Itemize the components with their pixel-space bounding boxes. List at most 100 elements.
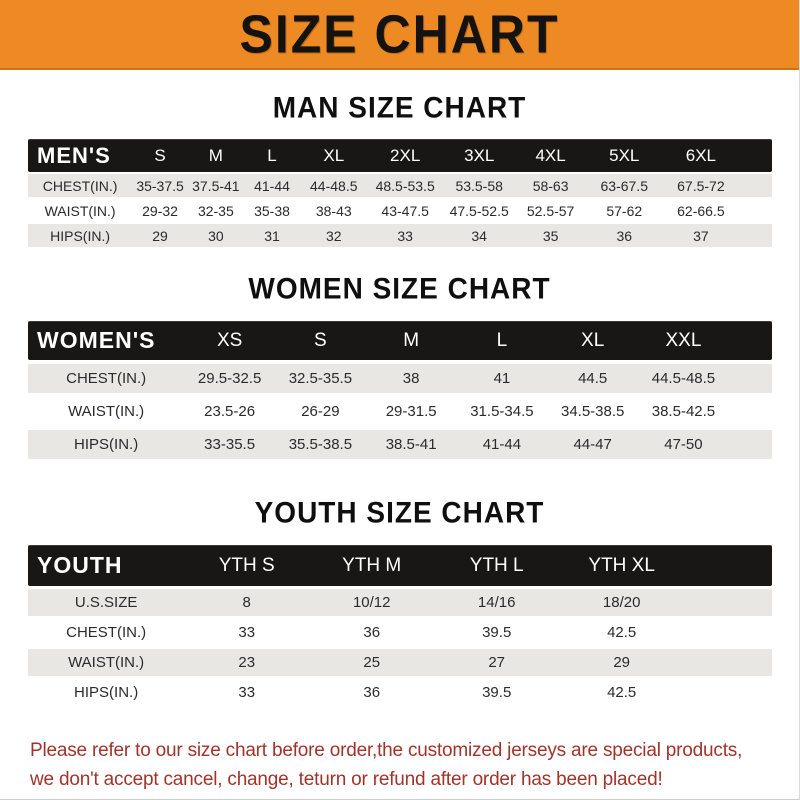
column-header: XL (581, 329, 605, 351)
row-label: WAIST(IN.) (44, 202, 116, 219)
row-label: CHEST(IN.) (66, 370, 147, 387)
size-cell: 18/20 (602, 594, 641, 611)
row-label: CHEST(IN.) (66, 624, 147, 641)
row-label: CHEST(IN.) (42, 177, 118, 194)
size-table-section: YOUTH SIZE CHART YOUTH YTH S YTH M YTH L YTH … (0, 496, 799, 706)
table-corner-label: WOMEN'S (37, 327, 156, 353)
size-cell: 29-32 (142, 202, 178, 219)
size-cell: 38 (402, 370, 420, 387)
size-cell: 8 (242, 594, 251, 611)
size-table: YOUTH YTH S YTH M YTH L YTH XL U.S.SIZE 8 10/12… (28, 545, 772, 706)
size-table-section: WOMEN SIZE CHART WOMEN'S XS S M L XL XXL CHEST(I… (0, 272, 799, 459)
size-cell: 38-43 (315, 202, 352, 219)
size-cell: 32-35 (197, 202, 234, 219)
size-cell: 57-62 (606, 202, 643, 219)
title-banner: SIZE CHART (0, 0, 799, 70)
table-row: WAIST(IN.) 23 25 27 29 (28, 649, 772, 676)
size-cell: 39.5 (482, 684, 512, 701)
main-title: SIZE CHART (239, 3, 560, 65)
size-cell: 52.5-57 (526, 202, 575, 219)
size-cell: 34 (471, 227, 487, 244)
size-cell: 26-29 (301, 403, 340, 420)
size-cell: 67.5-72 (677, 177, 725, 194)
size-cell: 29 (152, 227, 168, 244)
size-cell: 29.5-32.5 (197, 370, 262, 387)
size-cell: 42.5 (607, 624, 637, 641)
disclaimer-line-1: Please refer to our size chart before or… (30, 740, 743, 761)
column-header: XXL (665, 329, 702, 351)
table-row: CHEST(IN.) 33 36 39.5 42.5 (28, 619, 772, 646)
column-header: L (267, 145, 277, 165)
size-cell: 48.5-53.5 (375, 177, 435, 194)
size-cell: 44.5 (578, 370, 608, 387)
table-corner-label: YOUTH (37, 552, 123, 578)
size-cell: 14/16 (477, 594, 516, 611)
column-header: XS (216, 329, 243, 351)
column-header: M (403, 329, 420, 351)
size-cell: 42.5 (607, 684, 637, 701)
row-label: WAIST(IN.) (68, 403, 145, 420)
column-header: 2XL (390, 145, 421, 165)
size-cell: 33 (397, 227, 413, 244)
size-cell: 27 (488, 654, 506, 671)
row-label: HIPS(IN.) (74, 684, 139, 701)
size-cell: 33-35.5 (204, 436, 256, 453)
column-header: S (154, 145, 166, 165)
section-title: WOMEN SIZE CHART (248, 272, 551, 305)
size-cell: 35-37.5 (136, 177, 184, 194)
size-cell: 31 (264, 227, 280, 244)
size-cell: 44-48.5 (310, 177, 358, 194)
size-cell: 32.5-35.5 (288, 370, 353, 387)
table-corner-label: MEN'S (37, 142, 111, 168)
column-header: 6XL (685, 145, 716, 165)
size-cell: 62-66.5 (677, 202, 725, 219)
size-cell: 35-38 (254, 202, 290, 219)
table-row: CHEST(IN.) 35-37.5 37.5-41 41-44 44-48.5 48.5… (28, 174, 772, 197)
column-header: M (208, 145, 223, 165)
size-cell: 25 (363, 654, 381, 671)
column-header: 5XL (609, 145, 640, 165)
table-header-row: WOMEN'S XS S M L XL XXL (28, 321, 772, 360)
row-label: HIPS(IN.) (50, 227, 111, 244)
size-cell: 38.5-42.5 (651, 403, 716, 420)
disclaimer-note: Please refer to our size chart before or… (30, 736, 771, 795)
column-header: 4XL (535, 145, 566, 165)
size-cell: 35 (542, 227, 559, 244)
size-cell: 53.5-58 (455, 177, 503, 194)
size-cell: 41 (493, 370, 511, 387)
column-header: YTH XL (588, 554, 655, 576)
tables-host: MAN SIZE CHART MEN'S S M L XL 2XL 3XL 4XL 5XL 6XL C… (0, 91, 799, 706)
size-table-section: MAN SIZE CHART MEN'S S M L XL 2XL 3XL 4XL 5XL 6XL C… (0, 91, 799, 247)
table-row: CHEST(IN.) 29.5-32.5 32.5-35.5 38 41 44.5 44.5… (28, 364, 772, 393)
table-row: U.S.SIZE 8 10/12 14/16 18/20 (28, 589, 772, 616)
size-cell: 37.5-41 (192, 177, 240, 194)
size-cell: 36 (616, 227, 633, 244)
size-cell: 30 (208, 227, 224, 244)
size-cell: 37 (693, 227, 709, 244)
section-title: YOUTH SIZE CHART (254, 496, 545, 529)
size-cell: 36 (363, 624, 381, 641)
size-cell: 33 (238, 624, 256, 641)
table-header-row: YOUTH YTH S YTH M YTH L YTH XL (28, 545, 772, 586)
size-cell: 41-44 (254, 177, 290, 194)
size-cell: 29-31.5 (385, 403, 437, 420)
row-label: HIPS(IN.) (74, 436, 139, 453)
column-header: 3XL (464, 145, 495, 165)
size-cell: 36 (363, 684, 381, 701)
size-cell: 41-44 (482, 436, 522, 453)
table-row: HIPS(IN.) 29 30 31 32 33 34 35 36 37 (28, 224, 772, 247)
size-cell: 44-47 (573, 436, 612, 453)
size-cell: 47.5-52.5 (449, 202, 509, 219)
size-cell: 29 (613, 654, 631, 671)
column-header: XL (323, 145, 345, 165)
size-table: MEN'S S M L XL 2XL 3XL 4XL 5XL 6XL CHEST(IN.) 35-37… (28, 139, 772, 247)
size-cell: 44.5-48.5 (651, 370, 716, 387)
size-cell: 23.5-26 (204, 403, 256, 420)
size-cell: 47-50 (664, 436, 703, 453)
size-cell: 10/12 (352, 594, 391, 611)
column-header: YTH M (342, 554, 402, 576)
section-title: MAN SIZE CHART (272, 91, 527, 124)
row-label: U.S.SIZE (74, 594, 138, 611)
table-row: WAIST(IN.) 29-32 32-35 35-38 38-43 43-47.5 47.… (28, 199, 772, 222)
size-cell: 58-63 (532, 177, 569, 194)
